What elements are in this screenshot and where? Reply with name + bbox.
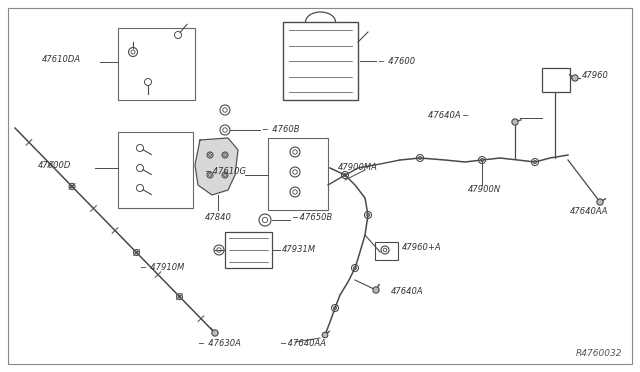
- Bar: [118, 28, 195, 100]
- Text: 47640A ─: 47640A ─: [428, 110, 468, 119]
- Bar: [268, 138, 328, 210]
- Text: ─ 47650B: ─ 47650B: [292, 212, 332, 221]
- Text: 47640AA: 47640AA: [570, 208, 609, 217]
- Bar: [375, 242, 398, 260]
- Text: 47900N: 47900N: [468, 186, 501, 195]
- Text: ─ 47640AA: ─ 47640AA: [280, 340, 326, 349]
- Circle shape: [212, 330, 218, 336]
- Bar: [542, 68, 570, 92]
- Circle shape: [512, 119, 518, 125]
- Text: R4760032: R4760032: [575, 349, 622, 358]
- Circle shape: [572, 75, 578, 81]
- Circle shape: [373, 287, 379, 293]
- Text: ─  4760B: ─ 4760B: [262, 125, 300, 135]
- Text: 47931M: 47931M: [282, 244, 316, 253]
- Text: 47600D: 47600D: [38, 160, 72, 170]
- Text: 47960+A: 47960+A: [402, 243, 442, 251]
- Text: ─  47630A: ─ 47630A: [198, 340, 241, 349]
- Bar: [283, 22, 358, 100]
- Polygon shape: [195, 138, 238, 195]
- Text: 47610DA: 47610DA: [42, 55, 81, 64]
- Text: 47840: 47840: [205, 213, 232, 222]
- Circle shape: [597, 199, 603, 205]
- Text: 47960: 47960: [582, 71, 609, 80]
- Text: ─  47600: ─ 47600: [378, 57, 415, 65]
- Text: 47640A: 47640A: [391, 288, 424, 296]
- Text: ─ 47610G: ─ 47610G: [205, 167, 246, 176]
- Text: 47900MA: 47900MA: [338, 164, 378, 173]
- Bar: [118, 132, 193, 208]
- Circle shape: [322, 332, 328, 338]
- Text: ─  47910M: ─ 47910M: [140, 263, 184, 273]
- Bar: [225, 232, 272, 268]
